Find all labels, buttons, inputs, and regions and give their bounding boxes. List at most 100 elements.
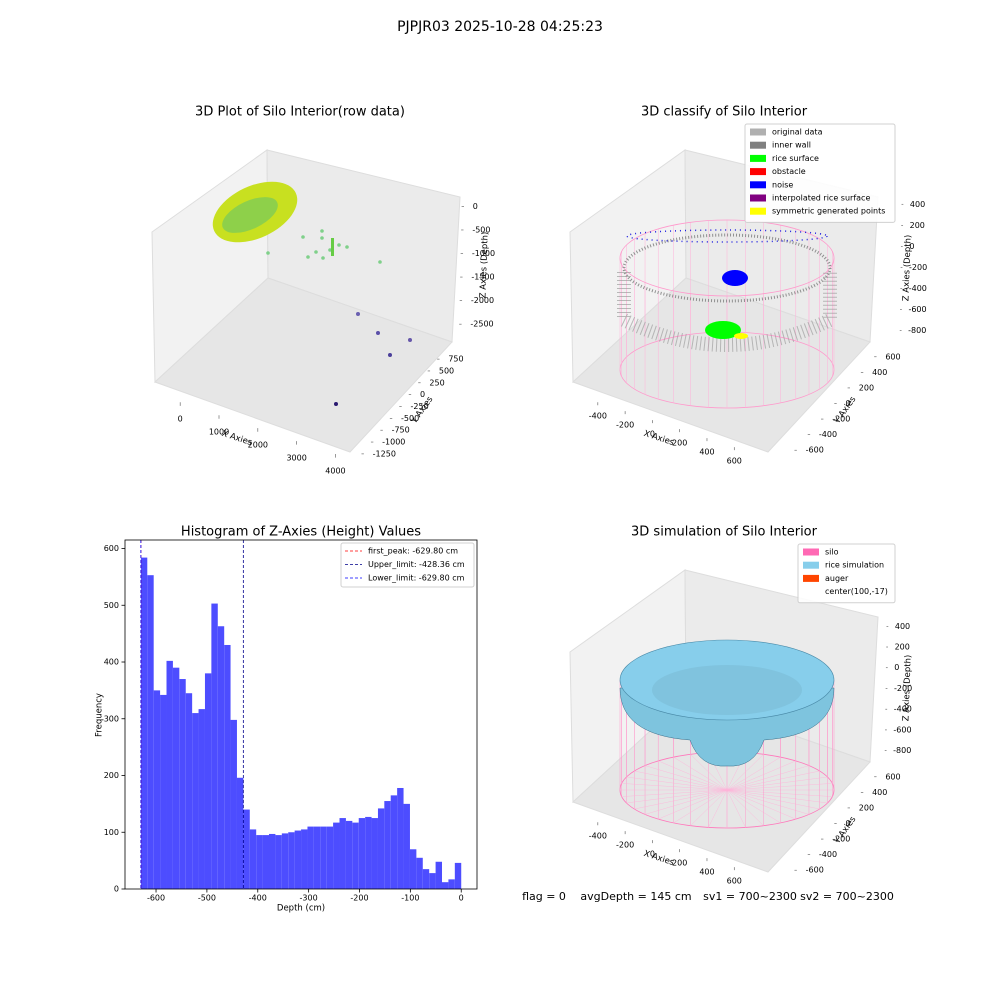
- bar: [224, 644, 231, 889]
- y-tick-label: 750: [448, 355, 463, 364]
- z-tick-label: 400: [895, 622, 910, 631]
- bar: [185, 693, 193, 889]
- bar: [326, 826, 334, 889]
- z-tick-label: 0: [473, 202, 478, 211]
- bar: [448, 879, 455, 889]
- bar: [192, 713, 199, 889]
- silo-wire: [644, 765, 728, 791]
- bar: [352, 822, 359, 889]
- z-tick-label: -2500: [470, 320, 493, 329]
- bar: [288, 832, 295, 889]
- y-tick-label: -250: [411, 402, 429, 411]
- legend-swatch: [750, 168, 766, 176]
- silo-wire: [726, 756, 781, 791]
- point: [388, 353, 392, 357]
- z-axis-label: Z Axies (Depth): [478, 232, 490, 299]
- bar: [140, 557, 148, 889]
- x-tick-label: 3000: [286, 453, 306, 462]
- bar: [339, 818, 346, 889]
- point: [376, 331, 380, 335]
- z-tick-label: -800: [908, 326, 926, 335]
- figure-title: PJPJR03 2025-10-28 04:25:23: [397, 19, 603, 35]
- silo-wire: [644, 789, 728, 815]
- x-tick-label: -500: [198, 894, 216, 903]
- z-tick-label: -1500: [471, 273, 494, 282]
- bar: [230, 719, 237, 889]
- symmetric: [734, 333, 748, 339]
- y-tick-label: -400: [819, 850, 837, 859]
- bar: [275, 835, 282, 889]
- x-tick-label: -400: [589, 412, 607, 421]
- silo-wire: [690, 754, 728, 791]
- cloud: [222, 197, 278, 233]
- legend-swatch: [803, 548, 819, 556]
- chart-title: Histogram of Z-Axies (Height) Values: [181, 525, 421, 540]
- point: [334, 402, 338, 406]
- legend-label: silo: [825, 548, 839, 557]
- legend-label: Lower_limit: -629.80 cm: [368, 574, 465, 583]
- silo-wire: [708, 789, 728, 828]
- silo-wire: [726, 776, 828, 791]
- silo-wire: [726, 789, 764, 826]
- bar: [371, 818, 378, 889]
- point: [331, 238, 334, 256]
- point: [320, 236, 324, 240]
- silo-wire: [626, 776, 728, 791]
- bar: [377, 808, 385, 889]
- x-tick-label: 600: [727, 457, 742, 466]
- z-tick-label: -400: [894, 705, 912, 714]
- bar: [198, 709, 205, 889]
- bar: [236, 777, 244, 889]
- legend-box: [340, 542, 475, 588]
- legend-label: interpolated rice surface: [772, 194, 870, 203]
- bar: [307, 826, 314, 889]
- bar: [333, 822, 340, 889]
- rice-surface: [705, 321, 741, 339]
- x-tick-label: 0: [178, 415, 183, 424]
- y-tick-label: 300: [104, 714, 119, 723]
- x-tick-label: 0: [459, 894, 464, 903]
- z-tick-label: 200: [910, 221, 925, 230]
- silo-wire: [726, 770, 820, 791]
- point: [301, 235, 305, 239]
- silo-wire: [658, 760, 728, 791]
- z-axis-label: Z Axies (Depth): [901, 655, 913, 722]
- pane-floor: [154, 277, 453, 453]
- bar: [442, 882, 449, 889]
- y-tick-label: 100: [104, 828, 119, 837]
- z-tick-label: 400: [910, 200, 925, 209]
- bar: [211, 603, 218, 889]
- point: [337, 243, 341, 247]
- y-tick-label: 0: [846, 399, 851, 408]
- silo-wire: [619, 219, 835, 297]
- bar: [390, 795, 398, 889]
- silo-wire: [726, 789, 746, 828]
- x-tick-label: 400: [699, 448, 714, 457]
- bar: [397, 787, 404, 889]
- inner-wall: [626, 229, 828, 243]
- silo-wire: [626, 789, 728, 804]
- bar: [313, 826, 321, 889]
- x-tick-label: 200: [672, 439, 687, 448]
- silo-wire: [621, 783, 728, 791]
- x-tick-label: 4000: [325, 466, 345, 475]
- silo-wire: [726, 789, 781, 824]
- x-tick-label: 1000: [209, 428, 229, 437]
- bar: [435, 861, 443, 889]
- legend-swatch: [750, 207, 766, 215]
- x-tick-label: -200: [616, 421, 634, 430]
- z-tick-label: -600: [908, 305, 926, 314]
- silo-wire: [726, 789, 796, 820]
- z-tick-label: -600: [893, 725, 911, 734]
- y-tick-label: -200: [832, 415, 850, 424]
- legend-box: [797, 543, 896, 604]
- y-tick-label: 500: [104, 601, 119, 610]
- z-tick-label: 200: [895, 643, 910, 652]
- legend-label: original data: [772, 128, 823, 137]
- point: [314, 250, 318, 254]
- bar: [384, 801, 391, 889]
- x-tick-label: -300: [300, 894, 318, 903]
- bar: [422, 869, 430, 889]
- silo-wire: [673, 789, 728, 824]
